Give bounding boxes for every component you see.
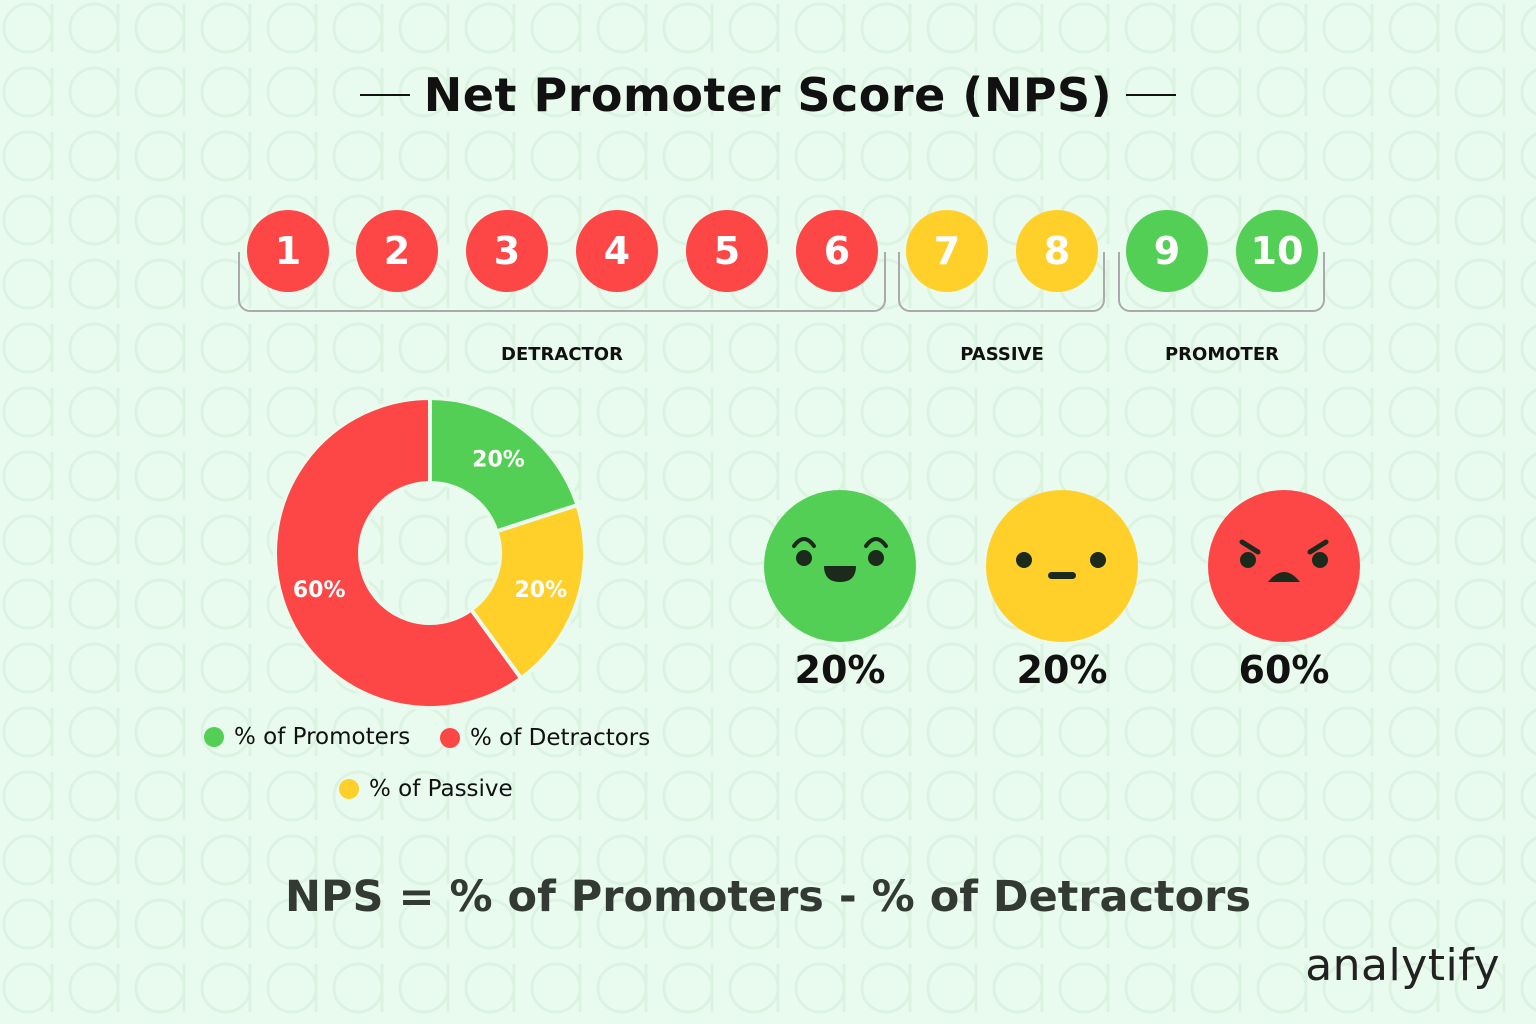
neutral-face-icon (986, 490, 1138, 642)
brand-logo: analytify (1305, 940, 1500, 991)
passive-label: PASSIVE (960, 344, 1044, 365)
score-6: 6 (796, 210, 878, 292)
title-block: Net Promoter Score (NPS) (0, 60, 1536, 130)
legend-item-detractors: % of Detractors (440, 725, 650, 751)
promoter-bracket (1118, 252, 1325, 312)
score-10: 10 (1236, 210, 1318, 292)
angry-face-icon (1208, 490, 1360, 642)
slice-label-promoters: 20% (472, 448, 525, 473)
detractor-label: DETRACTOR (501, 344, 623, 365)
score-7: 7 (906, 210, 988, 292)
slice-label-passive: 20% (514, 578, 567, 603)
legend-item-passive: % of Passive (339, 776, 513, 802)
slice-promoters (428, 395, 580, 534)
slice-detractors (273, 395, 524, 710)
page-title: Net Promoter Score (NPS) (423, 68, 1113, 122)
score-8: 8 (1016, 210, 1098, 292)
score-9: 9 (1126, 210, 1208, 292)
nps-formula: NPS = % of Promoters - % of Detractors (285, 872, 1251, 922)
legend-label-passive: % of Passive (369, 776, 513, 802)
score-4: 4 (576, 210, 658, 292)
title-line-right (1126, 94, 1177, 96)
legend-label-detractors: % of Detractors (470, 725, 651, 751)
face-value-detractors: 60% (1238, 648, 1330, 692)
promoter-label: PROMOTER (1164, 344, 1279, 365)
legend-dot-passive (339, 779, 359, 799)
slice-passive (468, 502, 587, 682)
slice-label-detractors: 60% (293, 578, 346, 603)
score-1: 1 (247, 210, 329, 292)
legend-dot-detractors (440, 728, 460, 748)
legend-item-promoters: % of Promoters (204, 724, 410, 750)
detractor-bracket (238, 252, 886, 312)
face-value-passive: 20% (1016, 648, 1108, 692)
happy-face-icon (764, 490, 916, 642)
score-3: 3 (466, 210, 548, 292)
donut-chart: 20% 20% 60% (273, 395, 587, 710)
score-5: 5 (686, 210, 768, 292)
score-2: 2 (356, 210, 438, 292)
legend-dot-promoters (204, 727, 224, 747)
passive-bracket (898, 252, 1105, 312)
legend-label-promoters: % of Promoters (234, 724, 411, 750)
title-line-left (359, 94, 410, 96)
face-value-promoters: 20% (794, 648, 886, 692)
